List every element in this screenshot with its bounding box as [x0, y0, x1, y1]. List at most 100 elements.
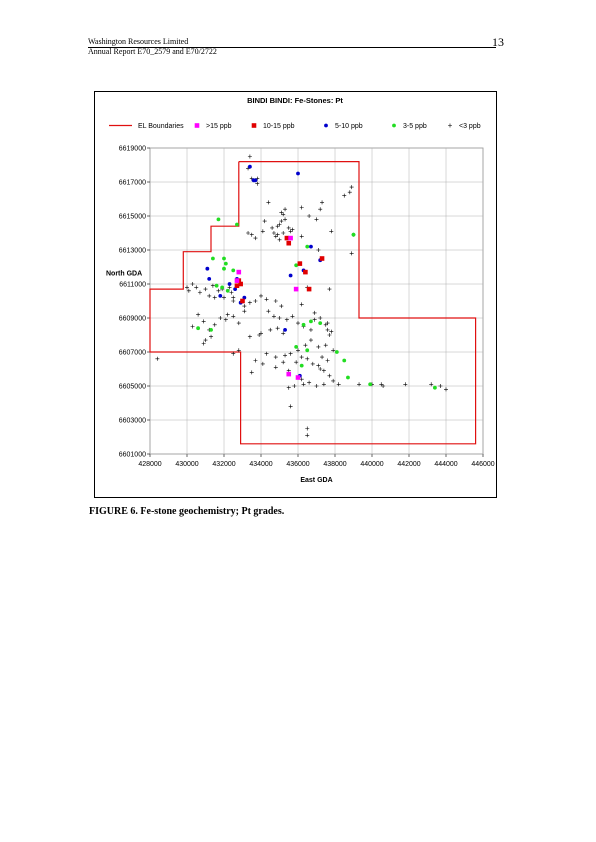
data-point — [316, 344, 321, 349]
report-header: Washington Resources Limited Annual Repo… — [88, 37, 217, 57]
data-point — [305, 348, 310, 353]
data-point — [334, 350, 339, 354]
data-point — [260, 229, 265, 234]
data-point — [231, 299, 236, 303]
data-point — [342, 358, 347, 363]
data-point — [275, 326, 280, 331]
data-point — [194, 285, 199, 290]
data-point — [349, 251, 354, 256]
data-point — [294, 360, 299, 365]
data-point — [275, 232, 280, 237]
data-point — [277, 316, 282, 320]
data-point — [316, 363, 321, 368]
data-point — [296, 321, 300, 326]
data-point — [309, 319, 313, 324]
data-point — [210, 283, 215, 288]
data-point — [308, 338, 313, 343]
data-point — [305, 433, 310, 438]
data-point — [212, 295, 217, 300]
data-point — [286, 371, 292, 377]
x-tick-label: 438000 — [323, 461, 346, 468]
data-point — [273, 365, 278, 370]
data-point — [253, 178, 258, 183]
data-point — [299, 355, 304, 360]
data-point — [296, 171, 300, 176]
data-point — [247, 334, 252, 339]
data-point — [253, 358, 258, 363]
y-tick-label: 6613000 — [119, 248, 146, 255]
data-point — [316, 248, 321, 252]
y-axis-label: North GDA — [106, 271, 142, 278]
data-point — [234, 283, 240, 288]
data-point — [351, 232, 356, 237]
data-point — [290, 314, 295, 319]
data-point — [197, 290, 202, 295]
data-point — [259, 331, 263, 336]
data-point — [444, 387, 448, 392]
data-point — [273, 234, 278, 239]
data-point — [283, 217, 288, 222]
data-point — [203, 287, 208, 292]
data-point — [325, 327, 330, 332]
legend-label-4: 3-5 ppb — [403, 123, 427, 130]
data-point — [231, 268, 236, 273]
data-point — [305, 356, 310, 361]
data-point — [329, 329, 334, 334]
data-point — [231, 351, 236, 356]
data-point — [307, 214, 312, 218]
data-point — [281, 231, 286, 235]
data-point — [297, 261, 303, 266]
legend-swatch-5 — [448, 123, 452, 128]
data-point — [196, 326, 200, 331]
data-point — [203, 338, 208, 343]
data-point — [323, 322, 328, 327]
x-tick-label: 440000 — [360, 461, 383, 468]
data-point — [277, 222, 282, 227]
data-point — [271, 231, 276, 235]
data-point — [288, 229, 293, 234]
data-point — [368, 382, 373, 387]
x-tick-label: 436000 — [286, 461, 309, 468]
report-title: Annual Report E70_2579 and E70/2722 — [88, 47, 217, 56]
data-point — [242, 295, 247, 300]
y-tick-label: 6605000 — [119, 384, 146, 391]
data-point — [234, 278, 240, 283]
data-point — [222, 266, 226, 271]
data-point — [308, 327, 313, 332]
legend-swatch-4 — [392, 123, 396, 128]
data-point — [218, 316, 223, 320]
data-point — [227, 285, 232, 290]
data-point — [281, 360, 286, 365]
data-point — [236, 269, 242, 275]
chart-title: BINDI BINDI: Fe-Stones: Pt — [247, 96, 343, 105]
y-tick-label: 6607000 — [119, 350, 146, 357]
data-point — [249, 370, 254, 375]
data-point — [314, 384, 319, 388]
data-point — [299, 205, 304, 210]
data-point — [346, 375, 350, 380]
legend-swatch-2 — [251, 123, 257, 128]
x-axis-label: East GDA — [300, 477, 332, 484]
data-point — [249, 232, 254, 237]
legend-label-5: <3 ppb — [459, 123, 481, 130]
data-point — [321, 382, 326, 387]
data-point — [223, 317, 228, 322]
data-point — [190, 282, 195, 286]
legend-el-boundaries-label: EL Boundaries — [138, 123, 184, 130]
data-point — [307, 380, 312, 385]
data-point — [196, 312, 201, 317]
data-point — [301, 322, 306, 327]
scatter-chart: BINDI BINDI: Fe-Stones: Pt 428000 430000 43… — [106, 96, 495, 484]
data-point — [329, 229, 334, 234]
data-point — [301, 382, 306, 387]
data-point — [248, 164, 252, 169]
data-point — [281, 331, 286, 336]
data-point — [247, 154, 252, 159]
data-point — [259, 293, 263, 298]
data-point — [207, 277, 212, 281]
data-point — [347, 190, 352, 195]
data-point — [279, 304, 284, 309]
data-point — [286, 240, 292, 246]
y-tick-label: 6617000 — [119, 180, 146, 187]
legend-swatch-1 — [194, 123, 200, 128]
